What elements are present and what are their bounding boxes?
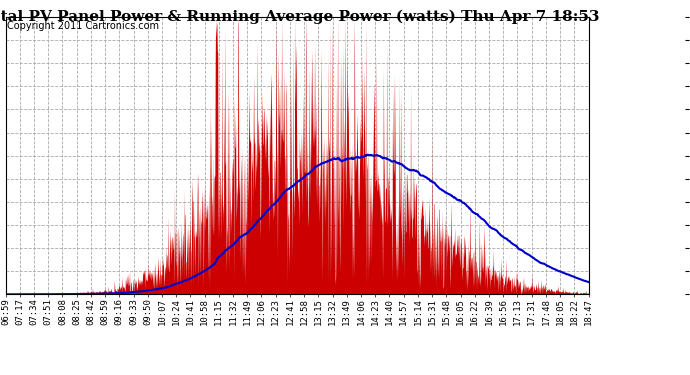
Text: Copyright 2011 Cartronics.com: Copyright 2011 Cartronics.com: [7, 21, 159, 31]
Text: Total PV Panel Power & Running Average Power (watts) Thu Apr 7 18:53: Total PV Panel Power & Running Average P…: [0, 9, 599, 24]
